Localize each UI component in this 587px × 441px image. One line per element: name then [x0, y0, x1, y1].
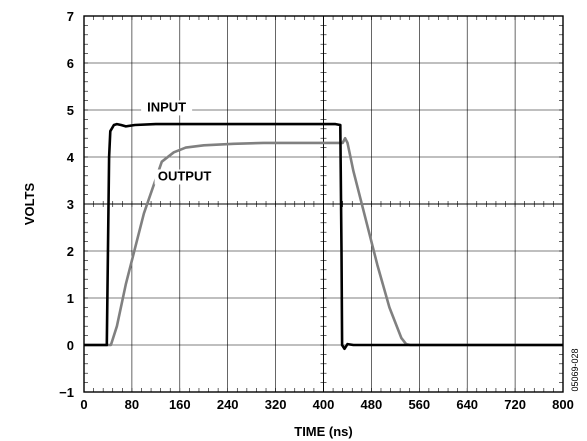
series-labels: INPUT OUTPUT [141, 99, 215, 185]
y-tick-label: 3 [67, 197, 74, 212]
series-layer [84, 122, 563, 351]
y-tick-label: −1 [59, 385, 74, 400]
label-background [141, 100, 193, 116]
y-tick-label: 0 [67, 338, 74, 353]
x-tick-label: 640 [456, 397, 478, 412]
x-tick-label: 400 [313, 397, 335, 412]
x-tick-label: 800 [552, 397, 574, 412]
y-tick-label: 1 [67, 291, 74, 306]
x-tick-label: 0 [80, 397, 87, 412]
x-tick-label: 320 [265, 397, 287, 412]
x-tick-label: 240 [217, 397, 239, 412]
x-tick-label: 480 [361, 397, 383, 412]
x-tick-label: 160 [169, 397, 191, 412]
x-axis-title: TIME (ns) [294, 424, 353, 439]
series-line-input [84, 122, 563, 351]
y-tick-label: 7 [67, 9, 74, 24]
plot-frame [83, 15, 564, 393]
label-background [154, 169, 215, 185]
y-axis-title: VOLTS [22, 182, 37, 225]
y-tick-label: 6 [67, 56, 74, 71]
series-label-output: OUTPUT [158, 169, 212, 184]
y-tick-label: 5 [67, 103, 74, 118]
y-tick-label: 2 [67, 244, 74, 259]
x-tick-label: 560 [408, 397, 430, 412]
y-tick-label: 4 [67, 150, 75, 165]
series-label-input: INPUT [147, 99, 186, 114]
figure-id: 05069-028 [570, 348, 580, 391]
tick-labels: 0 80 160 240 320 400 480 560 640 720 800 −1 0 1 2 3 4 5 6 7 [59, 9, 574, 412]
x-tick-label: 80 [125, 397, 139, 412]
series-line-output [84, 136, 563, 347]
grid [83, 15, 564, 393]
x-tick-label: 720 [504, 397, 526, 412]
